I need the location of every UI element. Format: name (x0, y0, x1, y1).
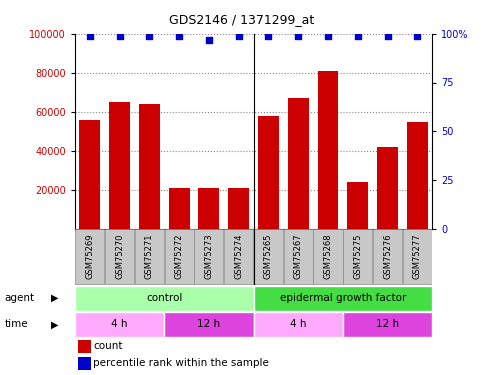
Point (116, 33, 124, 39)
Text: 4 h: 4 h (290, 320, 307, 329)
Bar (109, 102, 130, 229)
Bar (318, 71, 339, 229)
Text: GSM75270: GSM75270 (115, 233, 124, 279)
FancyBboxPatch shape (224, 229, 253, 284)
Bar (347, 182, 368, 229)
FancyBboxPatch shape (75, 312, 164, 337)
FancyBboxPatch shape (343, 312, 432, 337)
Text: 12 h: 12 h (198, 320, 220, 329)
Point (205, 37, 213, 43)
Bar (78, 357, 91, 370)
Text: GSM75272: GSM75272 (175, 233, 184, 279)
Text: GSM75275: GSM75275 (354, 233, 362, 279)
FancyBboxPatch shape (75, 229, 104, 284)
FancyBboxPatch shape (373, 229, 402, 284)
Text: GSM75267: GSM75267 (294, 233, 303, 279)
Bar (199, 188, 219, 229)
FancyBboxPatch shape (403, 229, 432, 284)
Text: GSM75276: GSM75276 (383, 233, 392, 279)
Text: time: time (5, 320, 28, 329)
Bar (228, 188, 249, 229)
Bar (78, 340, 91, 352)
Text: GSM75269: GSM75269 (85, 233, 94, 279)
Point (235, 33, 242, 39)
Text: 12 h: 12 h (376, 320, 399, 329)
Bar (79, 120, 100, 229)
FancyBboxPatch shape (343, 229, 372, 284)
FancyBboxPatch shape (135, 229, 164, 284)
FancyBboxPatch shape (254, 229, 283, 284)
FancyBboxPatch shape (105, 229, 134, 284)
Point (86, 33, 94, 39)
Text: count: count (93, 341, 123, 351)
Point (354, 33, 362, 39)
Text: ▶: ▶ (51, 320, 58, 329)
FancyBboxPatch shape (254, 312, 343, 337)
Text: percentile rank within the sample: percentile rank within the sample (93, 358, 270, 368)
Bar (258, 116, 279, 229)
FancyBboxPatch shape (165, 229, 194, 284)
Bar (377, 147, 398, 229)
Point (145, 33, 153, 39)
FancyBboxPatch shape (75, 285, 254, 311)
Text: control: control (146, 293, 183, 303)
Text: epidermal growth factor: epidermal growth factor (280, 293, 406, 303)
Text: ▶: ▶ (51, 293, 58, 303)
Text: GDS2146 / 1371299_at: GDS2146 / 1371299_at (169, 13, 314, 26)
Bar (288, 98, 309, 229)
Text: agent: agent (5, 293, 35, 303)
FancyBboxPatch shape (254, 285, 432, 311)
Bar (169, 188, 189, 229)
Text: 4 h: 4 h (111, 320, 128, 329)
Text: GSM75271: GSM75271 (145, 233, 154, 279)
FancyBboxPatch shape (194, 229, 224, 284)
Text: GSM75268: GSM75268 (324, 233, 332, 279)
Text: GSM75265: GSM75265 (264, 233, 273, 279)
Text: GSM75273: GSM75273 (204, 233, 213, 279)
Bar (139, 104, 160, 229)
Bar (407, 122, 428, 229)
FancyBboxPatch shape (284, 229, 313, 284)
FancyBboxPatch shape (164, 312, 254, 337)
FancyBboxPatch shape (313, 229, 342, 284)
Text: GSM75274: GSM75274 (234, 233, 243, 279)
Point (295, 33, 302, 39)
Point (413, 33, 421, 39)
Point (384, 33, 392, 39)
Text: GSM75277: GSM75277 (413, 233, 422, 279)
Point (324, 33, 332, 39)
Point (265, 33, 272, 39)
Point (175, 33, 183, 39)
